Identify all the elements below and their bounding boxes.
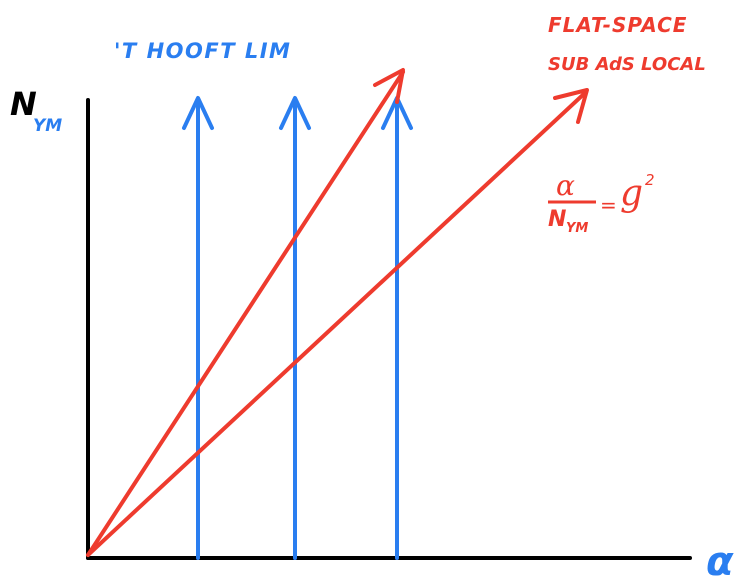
blue-arrow-3	[381, 96, 413, 560]
blue-arrow-1	[182, 96, 214, 560]
formula-denominator-sub: YM	[566, 221, 588, 236]
formula-rhs-exponent: 2	[645, 171, 655, 189]
formula-equals: =	[600, 193, 617, 217]
y-axis-label: N YM	[10, 85, 62, 136]
red-arrow-steep	[86, 68, 405, 557]
thooft-arrows	[182, 96, 413, 560]
x-axis-label: α	[706, 539, 734, 585]
thooft-limit-label: 'T HOOFT LIM	[114, 39, 291, 63]
coupling-formula: α N YM = g 2	[548, 169, 655, 236]
flat-space-label-line1: FLAT-SPACE	[548, 13, 687, 37]
formula-numerator: α	[556, 169, 575, 202]
red-arrow-shallow	[86, 88, 589, 557]
blue-arrow-2	[279, 96, 311, 560]
formula-rhs-g: g	[620, 173, 643, 214]
formula-denominator-main: N	[548, 207, 566, 232]
flat-space-arrows	[86, 68, 589, 557]
flat-space-label-line2: SUB AdS LOCAL	[548, 54, 706, 75]
axes	[86, 98, 692, 560]
y-axis-label-main: N	[10, 85, 37, 123]
y-axis-label-sub: YM	[33, 116, 62, 136]
